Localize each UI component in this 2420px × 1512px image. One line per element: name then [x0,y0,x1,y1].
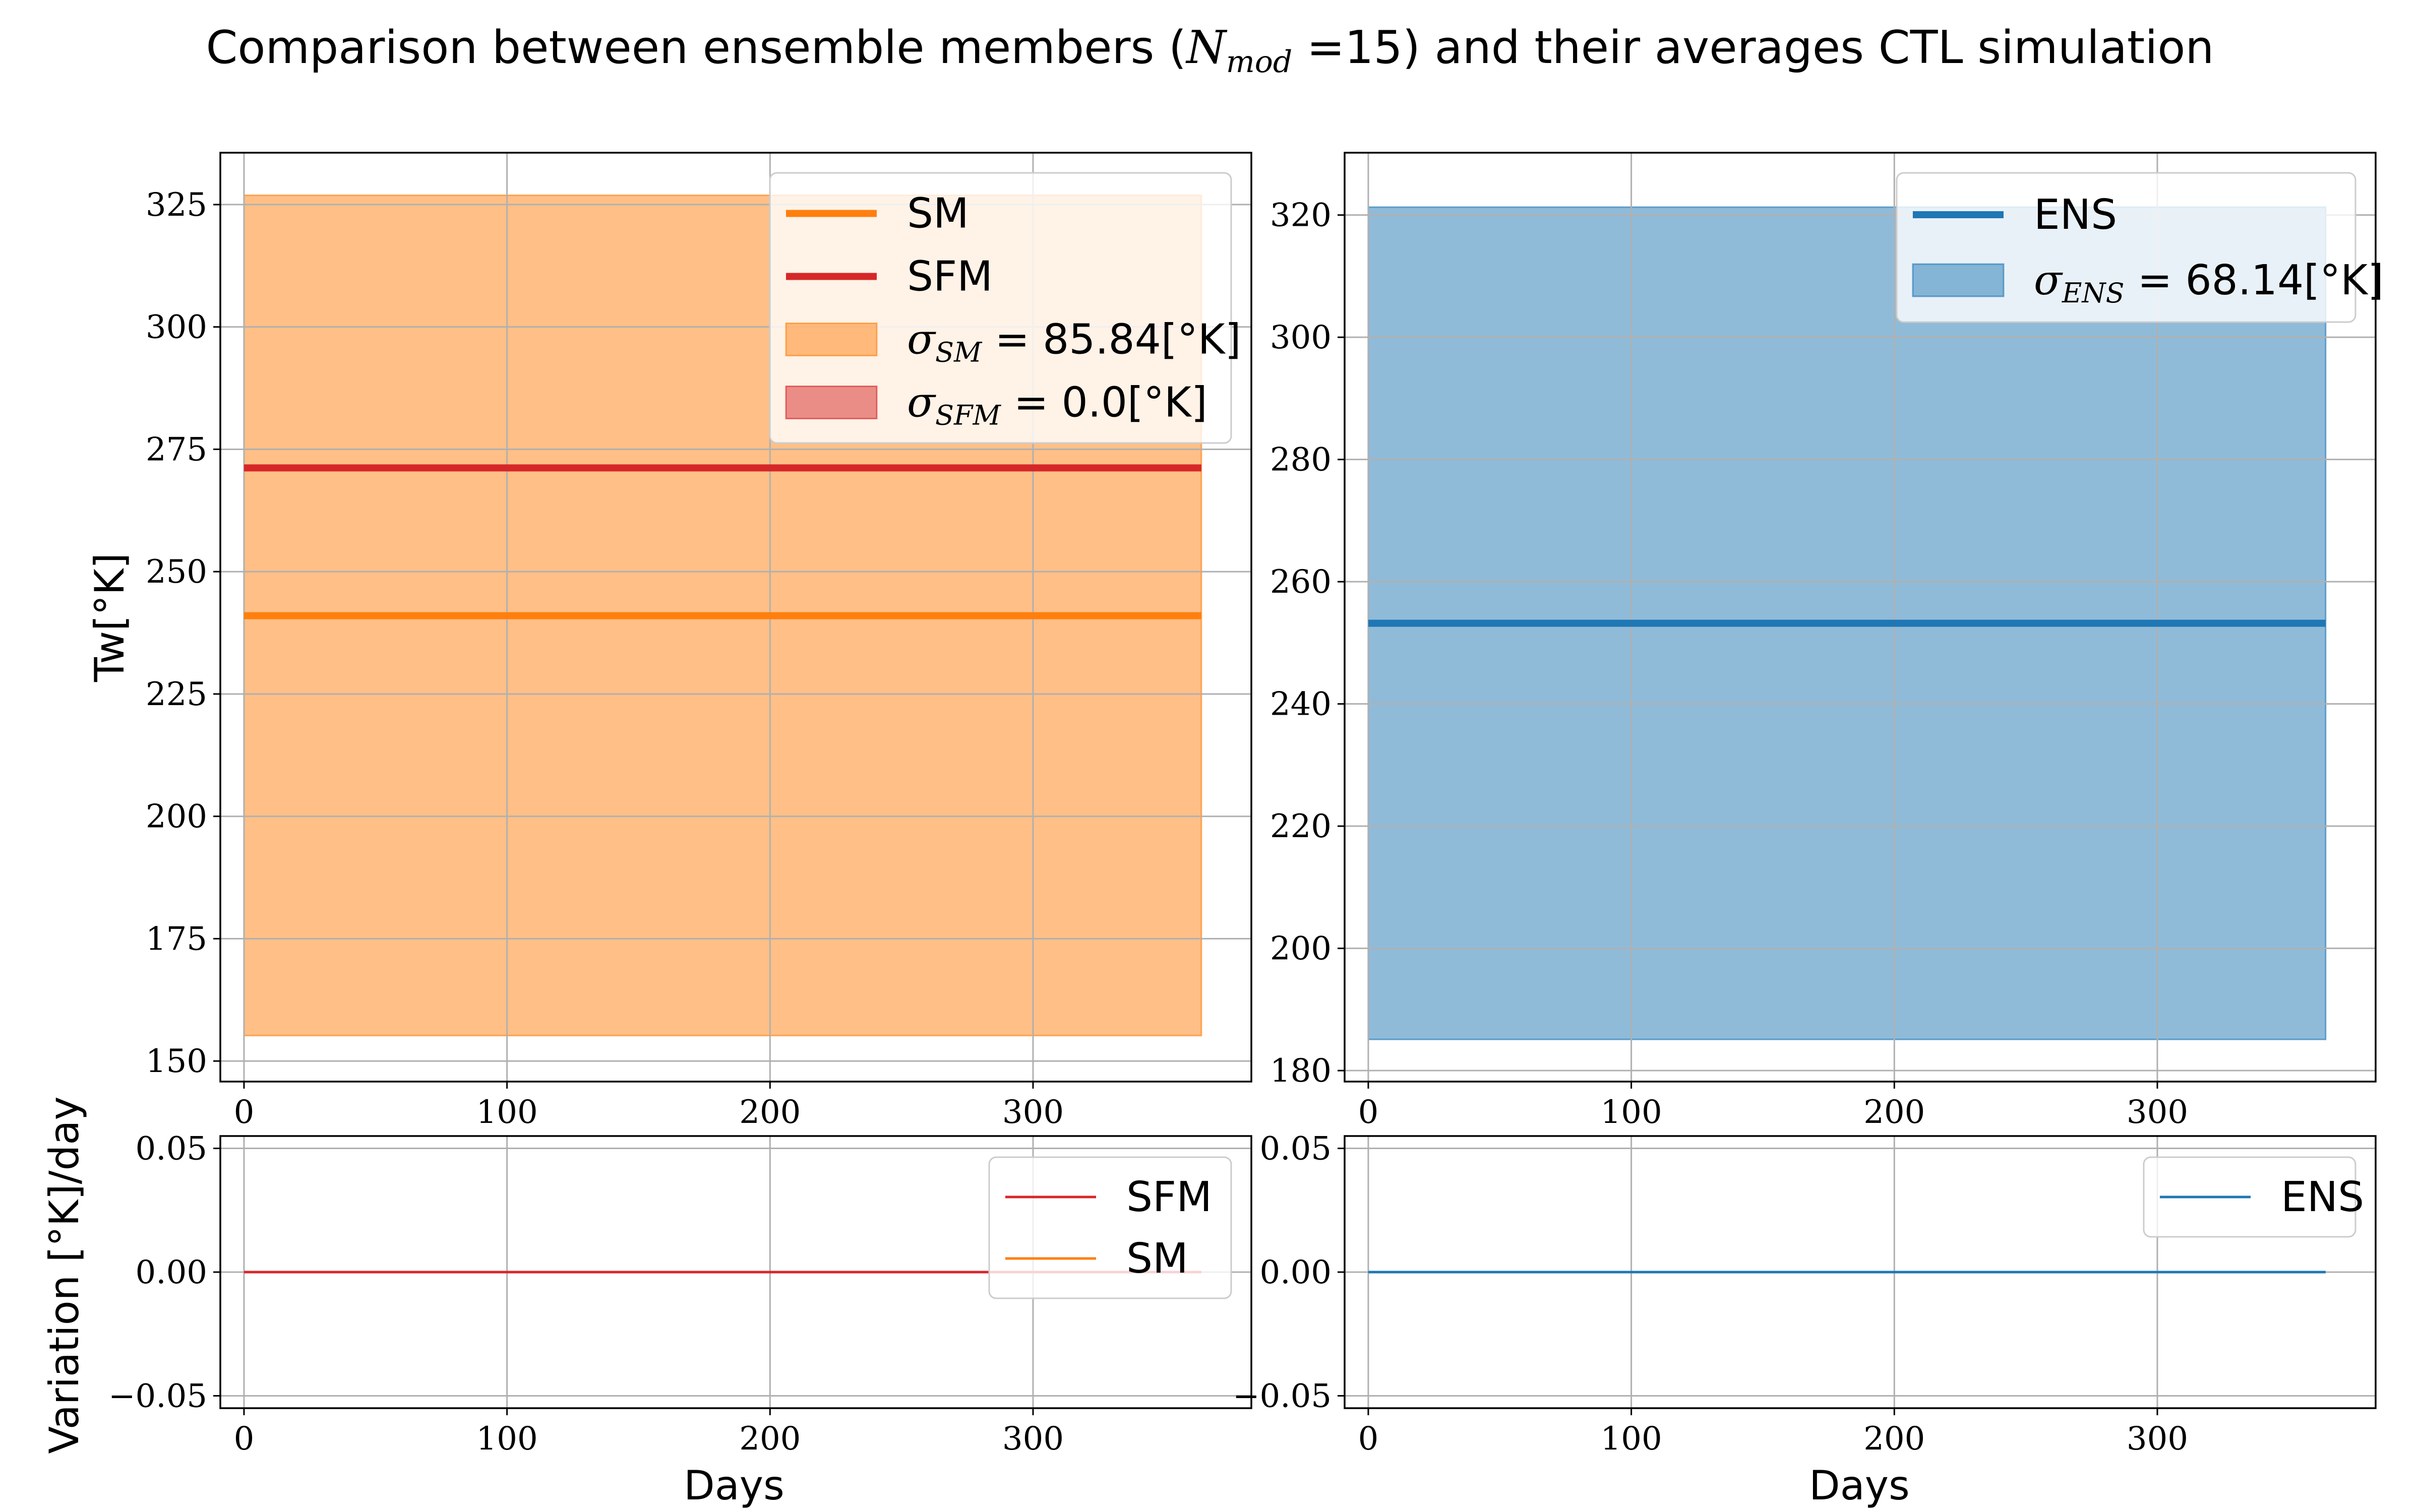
x-axis-label-right: Days [1809,1462,1910,1509]
y-tick-label: 150 [146,1043,207,1080]
y-tick-label: 0.05 [136,1130,208,1168]
figure-title-symbol: N [1185,21,1228,74]
x-tick-label: 300 [2127,1420,2188,1458]
x-tick-label: 300 [1002,1094,1064,1131]
legend-patch [1912,263,2005,297]
y-tick-label: 280 [1270,442,1332,479]
y-axis-label-bottom: Variation [°K]/day [41,1096,88,1454]
y-tick-label: −0.05 [108,1377,207,1415]
legend-box [988,1156,1232,1299]
x-tick-label: 200 [1863,1094,1925,1131]
x-tick-label: 100 [1601,1420,1662,1458]
x-tick-label: 300 [2127,1094,2188,1131]
legend-patch [785,386,878,419]
y-tick-label: 300 [1270,319,1332,356]
legend-label: SFM [907,253,993,301]
y-tick-label: 0.05 [1260,1130,1332,1168]
y-tick-label: 240 [1270,686,1332,723]
legend-label: σSM = 85.84[°K] [907,316,1241,368]
legend-label: ENS [2281,1173,2364,1221]
legend-box [769,172,1232,444]
y-tick-label: 0.00 [136,1254,208,1291]
y-tick-label: 325 [146,186,207,224]
x-tick-label: 200 [739,1420,801,1458]
y-tick-label: 250 [146,553,207,591]
x-tick-label: 200 [1863,1420,1925,1458]
y-tick-label: 200 [1270,930,1332,968]
x-tick-label: 0 [1358,1420,1379,1458]
y-tick-label: 220 [1270,808,1332,845]
y-tick-label: 200 [146,798,207,836]
legend-value: = 0.0[°K] [1001,379,1207,427]
legend-value: = 68.14[°K] [2125,257,2384,304]
legend-sigma: σ [2034,257,2063,304]
legend-patch [785,323,878,356]
legend: SFM SM [988,1156,1232,1299]
legend-label: SM [1126,1235,1188,1283]
legend-sigma: σ [907,316,936,364]
figure-title-part: Comparison between ensemble members ( [206,21,1187,74]
y-tick-label: 300 [146,309,207,346]
legend-subscript: SM [935,337,983,368]
x-tick-label: 200 [739,1094,801,1131]
y-tick-label: 275 [146,431,207,468]
legend-label: SFM [1126,1173,1212,1221]
x-tick-label: 0 [234,1094,255,1131]
axes-frame [219,152,1252,1083]
y-tick-label: 260 [1270,563,1332,601]
legend-label: ENS [2034,191,2117,239]
y-tick-label: 320 [1270,197,1332,234]
legend-label: σENS = 68.14[°K] [2034,257,2384,309]
y-tick-label: 0.00 [1260,1254,1332,1291]
legend: ENS [2143,1156,2364,1238]
x-tick-label: 100 [1601,1094,1662,1131]
legend-sigma: σ [907,379,936,427]
x-axis-label-left: Days [684,1462,784,1509]
x-tick-label: 0 [1358,1094,1379,1131]
y-tick-label: 180 [1270,1052,1332,1090]
legend-value: = 85.84[°K] [982,316,1241,364]
y-tick-label: 175 [146,920,207,958]
legend-label: SM [907,190,969,238]
legend-box [1896,172,2356,323]
x-tick-label: 100 [476,1094,538,1131]
y-tick-label: 225 [146,676,207,713]
y-axis-label-top: Tw[°K] [86,553,133,682]
x-tick-label: 300 [1002,1420,1064,1458]
legend-subscript: SFM [935,400,1001,431]
panel-bottom-right: 0 100 200 300 −0.05 0.00 0.05 ENS [1233,1130,2377,1458]
axes-frame [1344,152,2377,1083]
x-tick-label: 100 [476,1420,538,1458]
y-tick-label: −0.05 [1233,1377,1332,1415]
legend-subscript: ENS [2062,277,2125,309]
panel-bottom-left: 0 100 200 300 −0.05 0.00 0.05 SFM SM [108,1130,1252,1458]
figure-title-subscript: mod [1226,44,1292,80]
figure-title: Comparison between ensemble members (Nmo… [206,21,2214,80]
x-tick-label: 0 [234,1420,255,1458]
figure-title-part: =15) and their averages CTL simulation [1292,21,2214,74]
legend-label: σSFM = 0.0[°K] [907,379,1207,431]
